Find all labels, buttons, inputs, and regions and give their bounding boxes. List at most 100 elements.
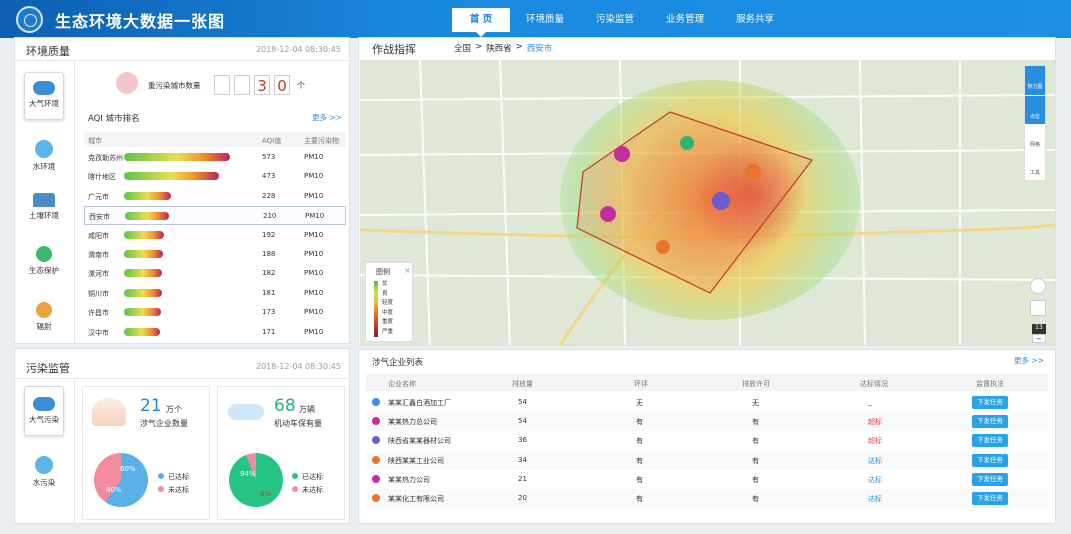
- main-pollutant: PM10: [304, 230, 324, 239]
- grid-tool[interactable]: 网格: [1029, 142, 1040, 148]
- aqi-value: 182: [262, 269, 276, 278]
- enterprise-more-link[interactable]: 更多 >>: [1014, 356, 1044, 365]
- enterprise-row[interactable]: 某某汇鑫白酒加工厂 54 无 无 _ 下发任务: [366, 393, 1048, 412]
- city-name: 许昌市: [88, 309, 109, 318]
- aqi-row[interactable]: 渭南市 188 PM10: [84, 245, 346, 264]
- enterprise-name: 某某热力总公司: [388, 418, 437, 427]
- enterprise-row[interactable]: 陕西某某工业公司 34 有 有 达标 下发任务: [366, 450, 1048, 470]
- enterprise-name: 某某化工有限公司: [388, 495, 444, 503]
- permit-status: 有: [752, 495, 759, 503]
- vehicle-card: [217, 386, 345, 520]
- zoom-out-button[interactable]: −: [1032, 334, 1046, 343]
- point-tool[interactable]: 点位: [1025, 95, 1045, 124]
- map-legend: 图例 × 优良轻度 中度 重度 严重: [365, 262, 413, 342]
- city-name: 咸阳市: [88, 231, 109, 240]
- aqi-row[interactable]: 许昌市 173 PM10: [84, 303, 346, 322]
- aqi-more-link[interactable]: 更多 >>: [312, 113, 342, 122]
- aqi-row[interactable]: 咸阳市 192 PM10: [84, 226, 346, 245]
- enterprise-label: 涉气企业数量: [140, 419, 188, 428]
- tab-soil[interactable]: 土壤环境: [14, 193, 74, 221]
- aqi-row[interactable]: 汉中市 171 PM10: [84, 323, 346, 342]
- eia-status: 无: [636, 399, 643, 407]
- main-pollutant: PM10: [304, 308, 324, 317]
- globe-icon[interactable]: [1030, 278, 1046, 294]
- compliance-status: _: [868, 398, 872, 406]
- aqi-value: 188: [262, 250, 276, 258]
- emission-amount: 36: [518, 436, 527, 445]
- issue-task-button[interactable]: 下发任务: [972, 453, 1008, 467]
- issue-task-button[interactable]: 下发任务: [972, 396, 1008, 409]
- vehicle-compliance-pie: [229, 453, 283, 507]
- enterprise-count: 21: [140, 396, 162, 416]
- tab-water[interactable]: 水环境: [14, 140, 74, 172]
- tab-radiation[interactable]: 辐射: [14, 302, 74, 332]
- enterprise-marker[interactable]: [680, 136, 694, 150]
- issue-task-button[interactable]: 下发任务: [972, 492, 1008, 505]
- enterprise-marker[interactable]: [656, 240, 670, 254]
- aqi-row[interactable]: 西安市 210 PM10: [84, 206, 346, 226]
- tab-water-pollution[interactable]: 水污染: [14, 456, 74, 488]
- enterprise-marker[interactable]: [745, 164, 761, 180]
- tab-air-pollution[interactable]: 大气污染: [14, 386, 74, 436]
- enterprise-row[interactable]: 某某热力公司 21 有 有 达标 下发任务: [366, 470, 1048, 489]
- issue-task-button[interactable]: 下发任务: [972, 415, 1008, 429]
- enterprise-name: 某某热力公司: [388, 475, 430, 484]
- aqi-row[interactable]: 漯河市 182 PM10: [84, 264, 346, 283]
- aqi-row[interactable]: 克孜勒苏州 573 PM10: [84, 148, 346, 167]
- heatmap-tool[interactable]: 热力图: [1025, 66, 1045, 95]
- enterprise-marker[interactable]: [600, 206, 616, 222]
- main-pollutant: PM10: [304, 172, 324, 181]
- pie2-value-b: 6%: [260, 490, 272, 498]
- aqi-value: 573: [262, 153, 276, 161]
- leaf-icon: [36, 246, 52, 262]
- aqi-bar: [125, 212, 169, 221]
- heatmap-map[interactable]: 图例 × 优良轻度 中度 重度 严重 热力图 点位 网格 工具 13 −: [360, 60, 1055, 345]
- aqi-bar: [124, 191, 171, 200]
- enterprise-marker[interactable]: [614, 146, 630, 162]
- compliance-status: 达标: [868, 475, 882, 484]
- factory-chimney-icon: [92, 398, 126, 426]
- aqi-row[interactable]: 广元市 228 PM10: [84, 187, 346, 206]
- nav-home[interactable]: 首 页: [452, 8, 510, 37]
- enterprise-row[interactable]: 某某热力总公司 54 有 有 超标 下发任务: [366, 412, 1048, 432]
- enterprise-row[interactable]: 某某化工有限公司 20 有 有 达标 下发任务: [366, 489, 1048, 508]
- enterprise-marker[interactable]: [712, 192, 730, 210]
- aqi-value: 228: [262, 191, 276, 200]
- permit-status: 有: [752, 475, 759, 484]
- nav-business[interactable]: 业务管理: [666, 14, 705, 25]
- vehicle-count: 68: [274, 396, 296, 416]
- main-pollutant: PM10: [305, 212, 325, 221]
- close-icon[interactable]: ×: [404, 266, 411, 275]
- aqi-bar: [124, 288, 162, 297]
- env-panel-title: 环境质量: [26, 45, 70, 58]
- aqi-row[interactable]: 铜川市 181 PM10: [84, 284, 346, 303]
- aqi-rank-title: AQI 城市排名: [88, 114, 140, 124]
- nav-pollution[interactable]: 污染监管: [596, 14, 635, 25]
- issue-task-button[interactable]: 下发任务: [972, 472, 1008, 486]
- tab-eco[interactable]: 生态保护: [14, 246, 74, 276]
- zoom-level: 13: [1032, 324, 1046, 334]
- city-name: 铜川市: [88, 289, 109, 298]
- main-pollutant: PM10: [304, 288, 324, 297]
- compliance-status: 超标: [868, 418, 882, 427]
- eia-status: 有: [636, 418, 643, 427]
- tab-air[interactable]: 大气环境: [14, 72, 74, 120]
- aqi-row[interactable]: 喀什地区 473 PM10: [84, 167, 346, 186]
- heavy-pollution-counter: 3 0: [214, 75, 290, 95]
- aqi-value: 473: [262, 172, 276, 181]
- enterprise-row[interactable]: 陕西省某某器材公司 36 有 有 超标 下发任务: [366, 431, 1048, 450]
- nav-service[interactable]: 服务共享: [736, 14, 775, 25]
- env-panel-time: 2018-12-04 08:30:45: [256, 45, 341, 54]
- layers-icon[interactable]: [1030, 300, 1046, 316]
- eia-status: 有: [636, 456, 643, 465]
- aqi-bar: [124, 327, 160, 336]
- water-drop-icon: [35, 456, 53, 474]
- vehicle-unit: 万辆: [299, 405, 315, 414]
- enterprise-name: 陕西某某工业公司: [388, 456, 444, 465]
- tools-tool[interactable]: 工具: [1029, 170, 1040, 176]
- permit-status: 有: [752, 418, 759, 427]
- issue-task-button[interactable]: 下发任务: [972, 434, 1008, 448]
- permit-status: 无: [752, 399, 759, 407]
- nav-env-quality[interactable]: 环境质量: [526, 14, 565, 25]
- car-icon: [228, 404, 264, 420]
